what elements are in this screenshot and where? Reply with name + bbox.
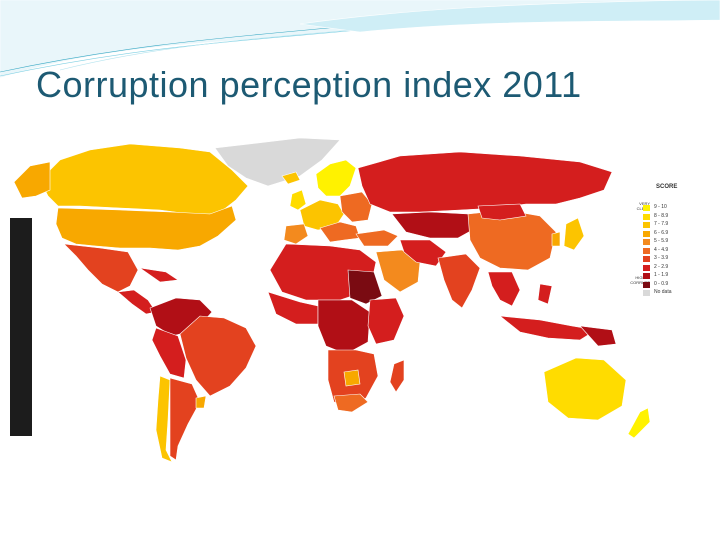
legend-item: 3 - 3.9 (626, 255, 686, 263)
region-madagascar (389, 359, 405, 393)
region-canada (39, 143, 249, 215)
region-turkey (355, 229, 399, 247)
slide-title: Corruption perception index 2011 (36, 64, 582, 105)
region-iran (399, 239, 447, 267)
legend-swatch (643, 290, 650, 296)
legend-title: SCORE (656, 184, 678, 190)
legend-swatch (643, 273, 650, 279)
region-south-africa (333, 393, 369, 413)
region-western-europe (299, 199, 345, 231)
region-se-asia (487, 271, 521, 307)
legend-item-label: 0 - 0.9 (654, 280, 669, 287)
legend-item-label: 6 - 6.9 (654, 229, 669, 236)
region-australia (543, 357, 627, 421)
legend-item-label: 7 - 7.9 (654, 221, 669, 227)
legend-item-label: 5 - 5.9 (654, 238, 669, 244)
legend-item: 5 - 5.9 (626, 238, 686, 246)
legend-item: 1 - 1.9 (626, 272, 686, 280)
legend-item-label: 4 - 4.9 (654, 246, 669, 253)
legend-swatch (643, 239, 650, 245)
region-central-asia (391, 211, 477, 239)
legend-item: 7 - 7.9 (626, 221, 686, 229)
region-west-sa (151, 327, 187, 379)
region-argentina (169, 377, 201, 461)
legend-item: 4 - 4.9 (626, 247, 686, 255)
region-usa (55, 205, 237, 251)
legend-item: 2 - 2.9 (626, 264, 686, 272)
legend-item: No data (626, 289, 686, 297)
region-china (467, 209, 557, 271)
region-alaska (13, 161, 51, 199)
legend-corrupt-label: HIGHLY CORRUPT (630, 275, 650, 285)
region-greenland (214, 137, 341, 187)
legend-item: 8 - 8.9 (626, 213, 686, 221)
region-iberia (283, 223, 309, 245)
legend-swatch (643, 256, 650, 262)
legend-swatch (643, 230, 650, 237)
region-philippines (537, 283, 553, 305)
region-papua (579, 325, 617, 347)
legend-item-label: 9 - 10 (654, 204, 667, 210)
legend-item: 6 - 6.9 (626, 230, 686, 238)
world-map-panel (8, 134, 708, 470)
region-east-africa (367, 297, 405, 345)
left-dark-bar (10, 218, 32, 436)
legend-item-label: 2 - 2.9 (654, 263, 669, 270)
world-map (13, 137, 651, 463)
legend-item-label: 1 - 1.9 (654, 272, 669, 278)
header-banner (0, 0, 720, 79)
region-mexico (63, 243, 139, 293)
region-botswana (343, 369, 361, 387)
region-brazil (179, 315, 257, 397)
region-uk (289, 189, 307, 211)
region-mongolia (477, 203, 527, 221)
legend-item: 9 - 10 (626, 204, 686, 212)
region-korea (551, 231, 561, 247)
legend-item-label: 3 - 3.9 (654, 255, 669, 261)
legend-swatch (643, 205, 650, 211)
legend-swatch (643, 247, 650, 254)
legend-item-label: 8 - 8.9 (654, 212, 669, 219)
region-india (437, 253, 481, 309)
legend-swatch (643, 264, 650, 271)
region-central-africa (317, 299, 371, 355)
legend-swatch (643, 222, 650, 228)
legend-item-label: No data (654, 289, 672, 295)
region-russia (357, 151, 613, 213)
map-legend: SCORE VERY CLEAN HIGHLY CORRUPT 9 - 108 … (626, 184, 686, 304)
region-eastern-europe (339, 191, 373, 223)
region-japan (563, 217, 585, 251)
region-arabia (375, 249, 421, 293)
region-caribbean (139, 267, 179, 283)
region-scandinavia (315, 159, 357, 197)
legend-swatch (643, 281, 650, 288)
legend-item: 0 - 0.9 (626, 281, 686, 289)
region-sudan (347, 269, 383, 305)
region-chile (155, 375, 173, 463)
region-central-america (117, 289, 157, 315)
region-uruguay (195, 395, 207, 409)
legend-swatch (643, 213, 650, 220)
region-new-zealand (627, 407, 651, 439)
region-iceland (281, 171, 301, 185)
